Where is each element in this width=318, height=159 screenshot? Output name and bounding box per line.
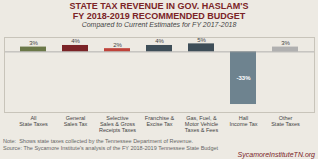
svg-text:5%: 5% xyxy=(197,36,206,43)
html-text:STATE TAX REVENUE IN GOV. HASL: STATE TAX REVENUE IN GOV. HASLAM'S FY 20… xyxy=(69,1,249,21)
svg-text:4%: 4% xyxy=(71,38,80,44)
svg-text:Franchise &Excise Tax: Franchise &Excise Tax xyxy=(145,115,175,127)
html-text:Compared to Current Estimates: Compared to Current Estimates for FY 201… xyxy=(81,21,237,28)
svg-text:3%: 3% xyxy=(29,40,38,46)
svg-text:SelectiveSales & GrossReceipts: SelectiveSales & GrossReceipts Taxes xyxy=(99,115,136,133)
svg-text:GeneralSales Tax: GeneralSales Tax xyxy=(64,115,88,127)
svg-text:4%: 4% xyxy=(155,38,164,44)
html-text:SycamoreInstituteTN.org: SycamoreInstituteTN.org xyxy=(237,151,315,158)
svg-text:HallIncome Tax: HallIncome Tax xyxy=(229,115,257,127)
svg-text:OtherState Taxes: OtherState Taxes xyxy=(271,115,300,127)
html-text:Note: Shows state taxes collec: Note: Shows state taxes collected by the… xyxy=(3,138,219,151)
svg-text:Gas, Fuel, &Motor VehicleTaxes: Gas, Fuel, &Motor VehicleTaxes & Fees xyxy=(185,115,219,133)
svg-text:3%: 3% xyxy=(281,40,290,46)
svg-text:-33%: -33% xyxy=(236,75,251,81)
svg-text:AllState Taxes: AllState Taxes xyxy=(19,115,48,127)
svg-text:2%: 2% xyxy=(113,42,122,48)
